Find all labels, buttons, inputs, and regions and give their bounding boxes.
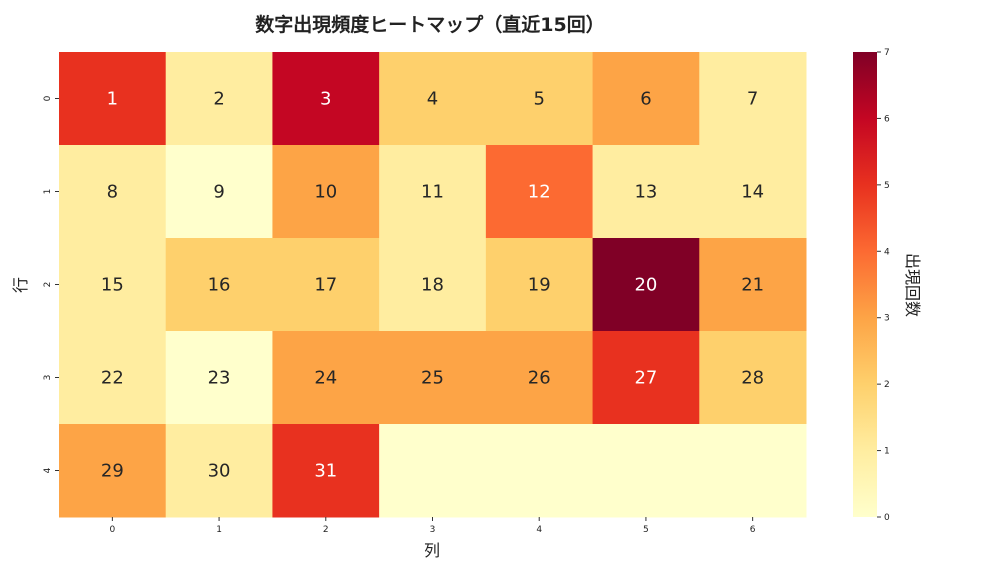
heatmap-cell [272, 145, 380, 239]
cell-label: 30 [208, 461, 231, 482]
colorbar-tick-label: 1 [884, 447, 890, 457]
cell-label: 27 [634, 368, 657, 389]
x-tick-label: 2 [323, 525, 329, 535]
cell-label: 8 [107, 182, 118, 203]
heatmap-cell [165, 331, 273, 425]
heatmap-cell [699, 145, 807, 239]
heatmap-cell [59, 331, 167, 425]
heatmap-cell [485, 52, 594, 146]
cell-label: 26 [528, 368, 551, 389]
heatmap-cell [272, 424, 380, 518]
cell-label: 22 [101, 368, 124, 389]
x-tick-label: 3 [430, 525, 436, 535]
cell-label: 24 [314, 368, 337, 389]
cell-label: 17 [314, 275, 337, 296]
colorbar-tick-label: 7 [884, 48, 890, 58]
x-tick-label: 4 [536, 525, 542, 535]
x-axis-label: 列 [424, 541, 440, 560]
colorbar-label: 出現回数 [903, 253, 922, 317]
cell-label: 1 [107, 89, 118, 110]
cell-label: 25 [421, 368, 444, 389]
cell-label: 13 [634, 182, 657, 203]
chart-title: 数字出現頻度ヒートマップ（直近15回） [255, 13, 604, 36]
cell-label: 28 [741, 368, 764, 389]
x-tick-label: 0 [109, 525, 115, 535]
heatmap-cell [379, 52, 487, 146]
heatmap-cell [272, 52, 380, 146]
heatmap-cell [165, 238, 273, 332]
x-tick-label: 6 [750, 525, 756, 535]
cell-label: 4 [427, 89, 438, 110]
x-tick-label: 5 [643, 525, 649, 535]
cell-label: 21 [741, 275, 764, 296]
x-tick-label: 1 [216, 525, 222, 535]
y-tick-label: 0 [43, 95, 53, 101]
heatmap-cell [592, 424, 700, 518]
heatmap-cell [592, 145, 700, 239]
heatmap-cell [165, 424, 273, 518]
heatmap-cell [59, 424, 167, 518]
heatmap-cell [59, 145, 167, 239]
cell-label: 2 [213, 89, 224, 110]
heatmap-cell [592, 238, 700, 332]
colorbar [853, 52, 877, 517]
y-tick-label: 4 [43, 467, 53, 473]
cell-label: 11 [421, 182, 444, 203]
cell-label: 5 [533, 89, 544, 110]
heatmap-cell [485, 238, 594, 332]
cell-label: 15 [101, 275, 124, 296]
heatmap-cell [59, 52, 167, 146]
heatmap-cell [485, 424, 594, 518]
heatmap-cell [592, 331, 700, 425]
cell-label: 19 [528, 275, 551, 296]
heatmap-cell [699, 331, 807, 425]
y-tick-label: 3 [43, 375, 53, 381]
heatmap-cell [485, 145, 594, 239]
cell-label: 12 [528, 182, 551, 203]
cell-label: 18 [421, 275, 444, 296]
cell-label: 16 [208, 275, 231, 296]
y-tick-label: 1 [43, 189, 53, 195]
colorbar-tick-label: 4 [884, 247, 890, 257]
heatmap-cell [165, 52, 273, 146]
cell-label: 20 [634, 275, 657, 296]
colorbar-tick-label: 5 [884, 181, 890, 191]
heatmap-cell [379, 145, 487, 239]
heatmap-cell [699, 238, 807, 332]
colorbar-tick-label: 2 [884, 380, 890, 390]
y-tick-label: 2 [43, 282, 53, 288]
cell-label: 29 [101, 461, 124, 482]
cell-label: 14 [741, 182, 764, 203]
cell-label: 23 [208, 368, 231, 389]
cell-label: 9 [213, 182, 224, 203]
y-axis-label: 行 [11, 277, 30, 293]
heatmap-cell [699, 52, 807, 146]
heatmap-cell [699, 424, 807, 518]
cell-label: 31 [314, 461, 337, 482]
colorbar-tick-label: 6 [884, 114, 890, 124]
heatmap-cell [592, 52, 700, 146]
colorbar-tick-label: 3 [884, 314, 890, 324]
colorbar-tick-label: 0 [884, 513, 890, 523]
heatmap-cell [379, 238, 487, 332]
heatmap-cell [272, 331, 380, 425]
heatmap-cell [379, 424, 487, 518]
cell-label: 7 [747, 89, 758, 110]
heatmap-cell [379, 331, 487, 425]
heatmap-cell [165, 145, 273, 239]
cell-label: 6 [640, 89, 651, 110]
heatmap-cell [272, 238, 380, 332]
heatmap-cell [59, 238, 167, 332]
heatmap-cell [485, 331, 594, 425]
cell-label: 10 [314, 182, 337, 203]
cell-label: 3 [320, 89, 331, 110]
